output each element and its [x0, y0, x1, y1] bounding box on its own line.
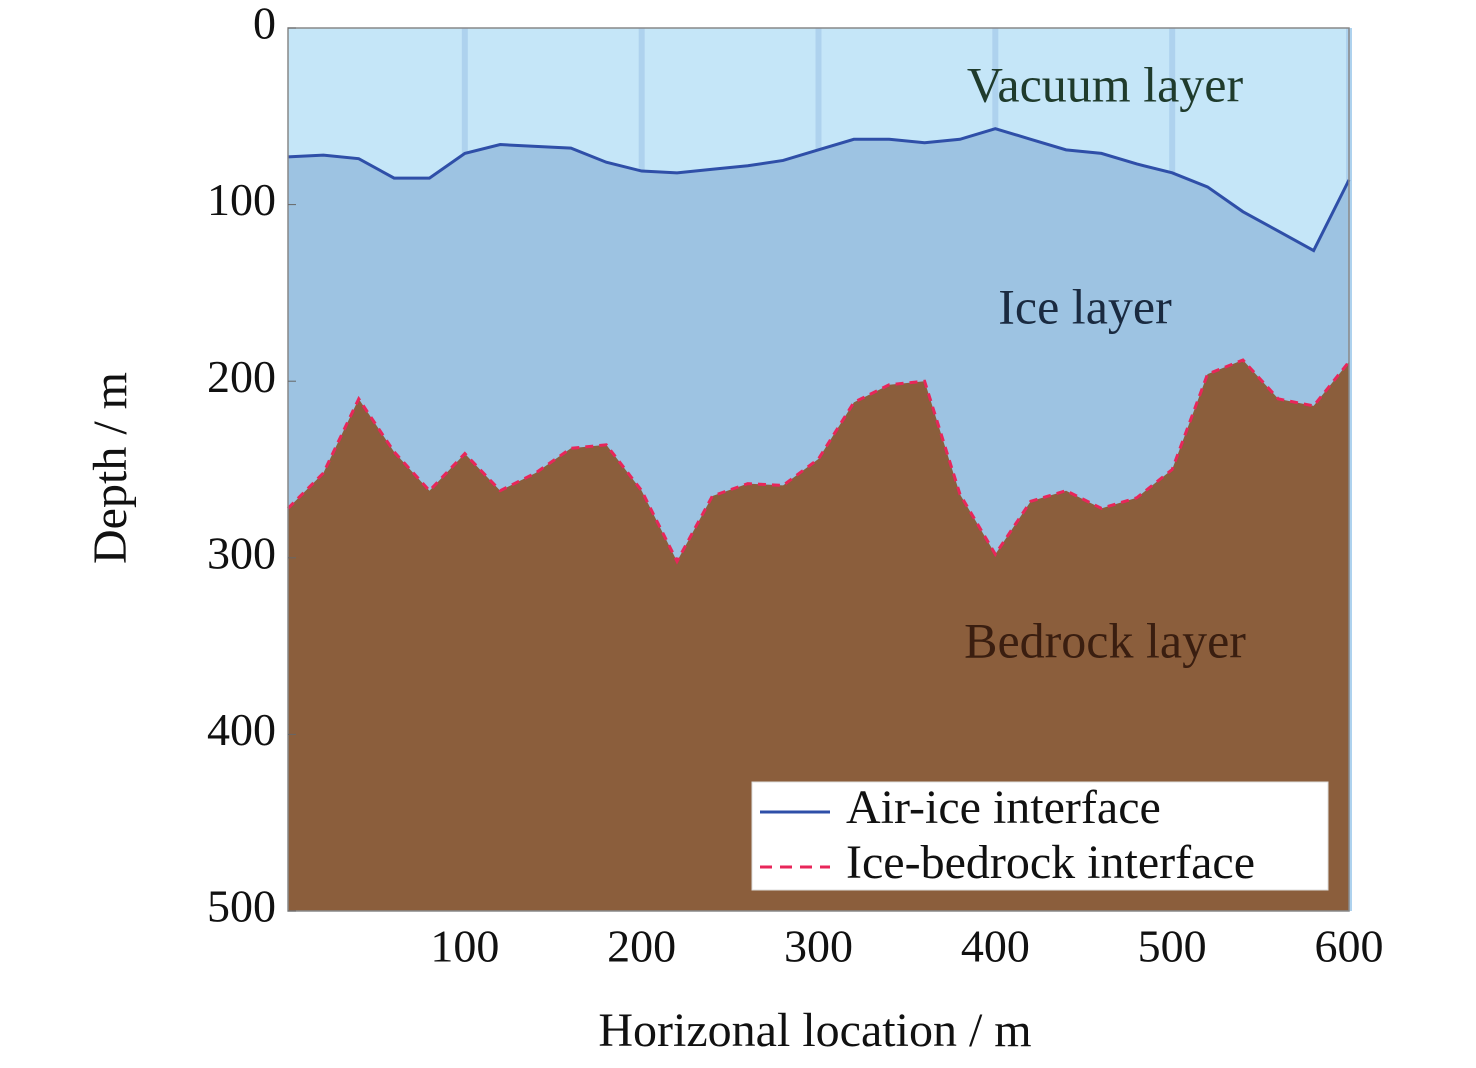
y-tick-label: 200 [207, 351, 276, 402]
interface-line [287, 127, 1351, 253]
x-tick-label: 300 [784, 921, 853, 972]
x-tick-label: 600 [1315, 921, 1384, 972]
y-axis-title: Depth / m [84, 372, 137, 564]
legend-label: Air-ice interface [846, 781, 1161, 834]
layer-label: Ice layer [998, 278, 1172, 334]
y-tick-label: 500 [207, 881, 276, 932]
y-tick-label: 300 [207, 527, 276, 578]
x-tick-label: 400 [961, 921, 1030, 972]
layer-label: Bedrock layer [964, 612, 1246, 668]
x-tick-label: 200 [607, 921, 676, 972]
x-axis-title: Horizonal location / m [598, 1004, 1031, 1057]
y-tick-label: 400 [207, 704, 276, 755]
plot-frame [287, 27, 1350, 912]
legend-box [751, 781, 1329, 891]
x-tick-label: 500 [1138, 921, 1207, 972]
y-tick-label: 0 [253, 0, 276, 49]
interface-line [286, 358, 1351, 565]
legend-label: Ice-bedrock interface [846, 836, 1255, 889]
area-fill [288, 360, 1349, 911]
y-tick-label: 100 [207, 174, 276, 225]
x-tick-label: 100 [430, 921, 499, 972]
layer-label: Vacuum layer [967, 56, 1244, 112]
